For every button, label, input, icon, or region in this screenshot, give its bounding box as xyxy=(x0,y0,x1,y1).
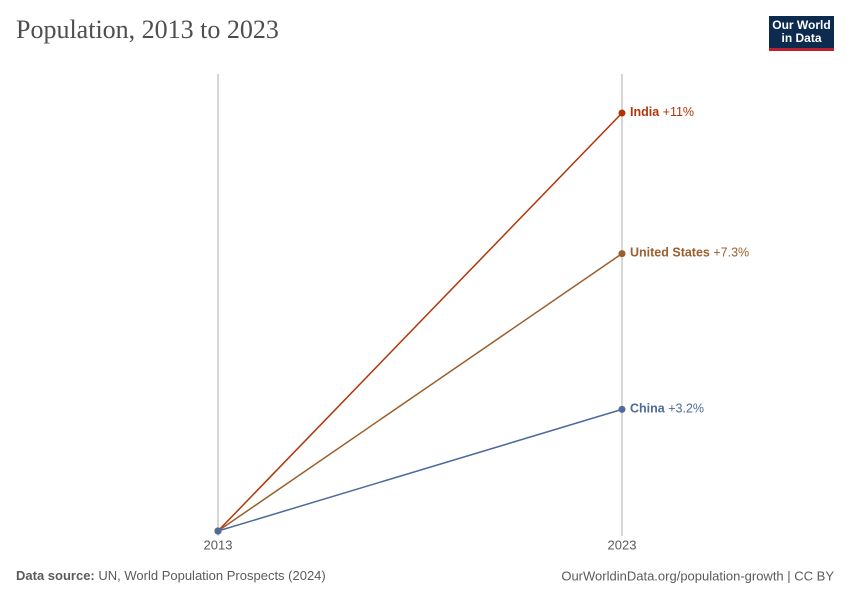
data-point xyxy=(618,250,626,258)
source-note: Data source: UN, World Population Prospe… xyxy=(16,568,326,583)
value-label: +3.2% xyxy=(668,402,704,416)
series-label: China +3.2% xyxy=(630,402,704,416)
data-point xyxy=(618,109,626,117)
series-line xyxy=(217,252,623,532)
value-label: +11% xyxy=(663,105,694,119)
series-name: United States xyxy=(630,246,710,260)
chart-title: Population, 2013 to 2023 xyxy=(16,15,279,44)
x-tick-label: 2023 xyxy=(608,537,637,552)
data-point xyxy=(618,405,626,413)
series-label: United States +7.3% xyxy=(630,246,749,260)
series-name: China xyxy=(630,402,666,416)
logo-stripe xyxy=(769,48,834,51)
series-line xyxy=(217,408,623,532)
value-label: +7.3% xyxy=(713,246,749,260)
url[interactable]: OurWorldinData.org/population-growth | C… xyxy=(561,568,834,583)
x-tick-label: 2013 xyxy=(204,537,233,552)
logo-text: in Data xyxy=(781,31,821,45)
series-line xyxy=(217,112,623,532)
series-label: India +11% xyxy=(630,105,694,119)
logo-box xyxy=(769,16,834,50)
series-name: India xyxy=(630,105,660,119)
source-text: UN, World Population Prospects (2024) xyxy=(98,568,325,583)
source-label: Data source: xyxy=(16,568,95,583)
data-point xyxy=(214,527,222,535)
logo[interactable]: Our World in Data xyxy=(769,16,834,51)
logo-text: Our World xyxy=(772,18,830,32)
